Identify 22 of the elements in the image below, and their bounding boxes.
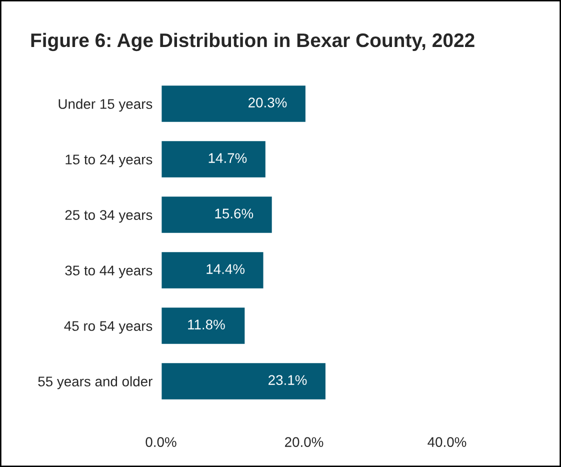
x-tick-label: 0.0%: [146, 437, 176, 447]
bar: [161, 306, 246, 346]
bar: [161, 250, 265, 290]
y-tick-label: Under 15 years: [58, 98, 152, 112]
data-label: 11.8%: [188, 320, 225, 330]
y-tick-label: 45 ro 54 years: [64, 321, 152, 334]
x-tick-label: 40.0%: [428, 437, 466, 447]
bar: [161, 140, 267, 179]
chart-title: Figure 6: Age Distribution in Bexar County, 2022: [31, 32, 474, 52]
data-label: 14.4%: [206, 264, 245, 274]
data-label: 20.3%: [248, 98, 287, 108]
x-tick-label: 20.0%: [285, 437, 324, 447]
y-tick-label: 35 to 44 years: [65, 266, 152, 278]
data-label: 15.6%: [215, 208, 254, 218]
y-tick-label: 25 to 34 years: [65, 210, 152, 223]
bar: [161, 362, 327, 401]
data-label: 14.7%: [208, 153, 247, 163]
data-label: 23.1%: [268, 375, 307, 385]
y-tick-label: 55 years and older: [38, 376, 152, 390]
bar: [161, 195, 274, 234]
bar: [161, 84, 307, 124]
y-tick-label: 15 to 24 years: [66, 154, 152, 168]
